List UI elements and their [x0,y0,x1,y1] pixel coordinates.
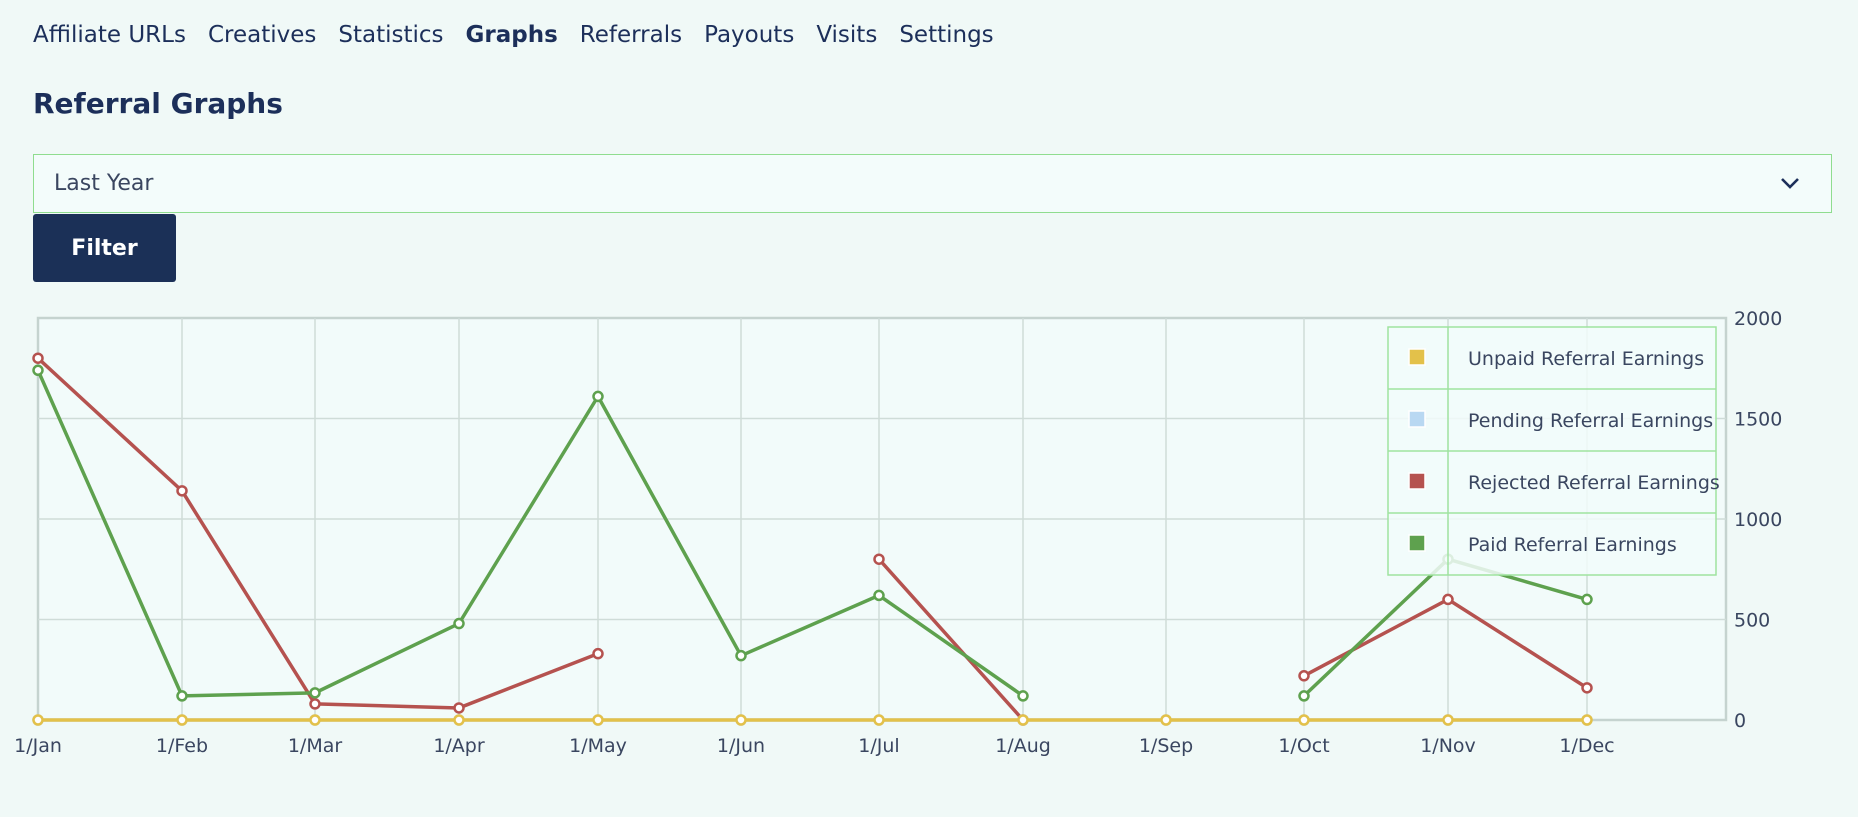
nav-graphs[interactable]: Graphs [465,22,558,48]
x-tick-label: 1/Jan [14,735,62,757]
data-point[interactable] [1017,690,1029,702]
legend-swatch [1408,472,1426,490]
x-tick-label: 1/Mar [288,735,343,757]
x-tick-label: 1/Nov [1420,735,1476,757]
legend-label: Pending Referral Earnings [1468,410,1713,432]
nav-settings[interactable]: Settings [899,22,994,48]
data-point[interactable] [32,714,44,726]
series-line [877,558,1025,722]
top-nav: Affiliate URLs Creatives Statistics Grap… [33,22,1016,48]
legend-label: Paid Referral Earnings [1468,534,1677,556]
chart-legend: Unpaid Referral Earnings Pending Referral… [1387,326,1720,576]
data-point[interactable] [309,698,321,710]
data-point[interactable] [32,364,44,377]
x-tick-label: 1/Feb [156,735,208,757]
data-point[interactable] [1442,714,1454,726]
data-point[interactable] [1581,714,1593,726]
nav-statistics[interactable]: Statistics [338,22,444,48]
data-point[interactable] [1581,593,1593,606]
x-axis-ticks: 1/Jan 1/Feb 1/Mar 1/Apr 1/May 1/Jun 1/Jul 1/Aug… [14,735,1615,757]
data-point[interactable] [873,714,885,726]
period-select[interactable]: Last Year [33,154,1832,213]
data-point[interactable] [592,390,604,403]
data-point[interactable] [453,617,465,630]
data-point[interactable] [873,589,885,602]
nav-referrals[interactable]: Referrals [579,22,683,48]
y-tick-label: 0 [1734,710,1746,732]
y-tick-label: 2000 [1734,308,1782,330]
filter-button[interactable]: Filter [33,214,176,282]
y-axis-ticks: 0 500 1000 1500 2000 [1734,308,1782,732]
y-tick-label: 1000 [1734,509,1782,531]
legend-label: Unpaid Referral Earnings [1468,348,1704,370]
nav-payouts[interactable]: Payouts [704,22,795,48]
nav-visits[interactable]: Visits [816,22,878,48]
data-point[interactable] [176,714,188,726]
data-point[interactable] [1298,714,1310,726]
x-tick-label: 1/Oct [1278,735,1329,757]
data-point[interactable] [592,647,604,660]
data-point[interactable] [1298,670,1310,682]
nav-creatives[interactable]: Creatives [207,22,317,48]
chevron-down-icon [1781,178,1799,189]
x-tick-label: 1/Jul [858,735,899,757]
y-tick-label: 1500 [1734,409,1782,431]
data-point[interactable] [1442,593,1454,606]
data-point[interactable] [1017,714,1029,726]
period-select-value: Last Year [54,171,154,196]
data-point[interactable] [1298,690,1310,702]
x-tick-label: 1/Aug [995,735,1051,757]
y-tick-label: 500 [1734,610,1770,632]
series-line [36,369,1025,698]
x-tick-label: 1/Jun [717,735,765,757]
data-point[interactable] [453,714,465,726]
x-tick-label: 1/Apr [433,735,485,757]
data-point[interactable] [1581,682,1593,694]
legend-label: Rejected Referral Earnings [1468,472,1720,494]
x-tick-label: 1/Sep [1139,735,1193,757]
page-title: Referral Graphs [33,87,283,120]
data-point[interactable] [735,714,747,726]
legend-swatch [1408,534,1426,552]
x-tick-label: 1/Dec [1559,735,1614,757]
data-point[interactable] [176,690,188,702]
data-point[interactable] [309,714,321,726]
data-point[interactable] [309,687,321,699]
data-point[interactable] [873,553,885,565]
x-tick-label: 1/May [569,735,627,757]
data-point[interactable] [32,352,44,364]
legend-swatch [1408,348,1426,366]
data-point[interactable] [453,702,465,714]
nav-affiliate-urls[interactable]: Affiliate URLs [33,22,186,48]
data-point[interactable] [1160,714,1172,726]
data-point[interactable] [176,485,188,497]
data-point[interactable] [735,649,747,662]
data-point[interactable] [592,714,604,726]
legend-swatch [1408,410,1426,428]
